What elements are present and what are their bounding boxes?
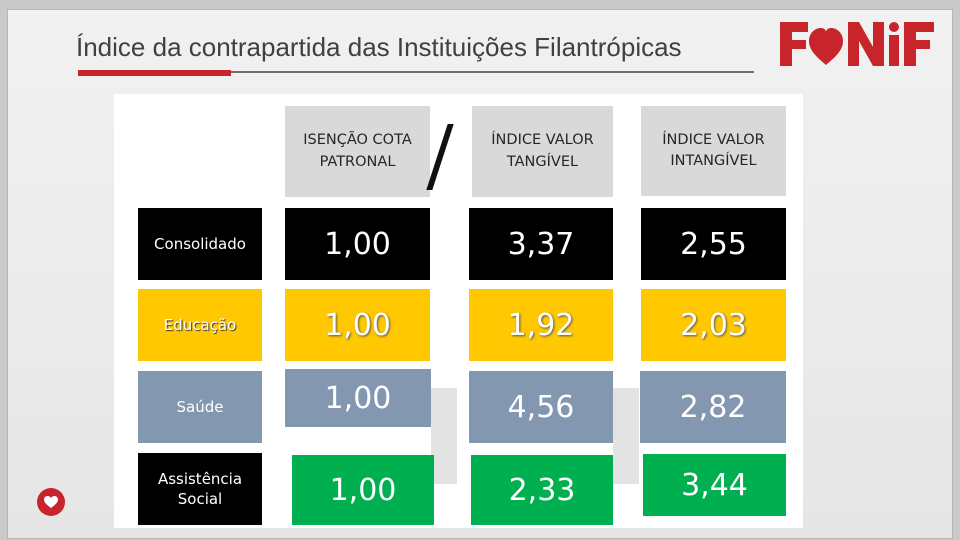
- row-label-saude: Saúde: [138, 371, 262, 443]
- background-shape: [431, 388, 457, 484]
- column-header-tangivel: ÍNDICE VALOR TANGÍVEL: [472, 106, 613, 197]
- cell-assistencia-intangivel: 3,44: [643, 454, 786, 516]
- row-label-assistencia-social: Assistência Social: [138, 453, 262, 525]
- row-label-consolidado: Consolidado: [138, 208, 262, 280]
- cell-assistencia-isencao: 1,00: [292, 455, 434, 525]
- cell-saude-tangivel: 4,56: [469, 371, 613, 443]
- column-header-isencao: ISENÇÃO COTA PATRONAL: [285, 106, 430, 197]
- title-accent-bar: [78, 70, 231, 76]
- cell-assistencia-tangivel: 2,33: [471, 455, 613, 525]
- background-shape: [613, 388, 639, 484]
- fonif-logo: [780, 22, 934, 66]
- cell-consolidado-intangivel: 2,55: [641, 208, 786, 280]
- cell-consolidado-isencao: 1,00: [285, 208, 430, 280]
- slide-title: Índice da contrapartida das Instituições…: [76, 32, 682, 62]
- column-header-intangivel: ÍNDICE VALOR INTANGÍVEL: [641, 106, 786, 196]
- cell-educacao-intangivel: 2,03: [641, 289, 786, 361]
- cell-saude-isencao: 1,00: [285, 369, 431, 427]
- cell-educacao-tangivel: 1,92: [469, 289, 613, 361]
- row-label-educacao: Educação: [138, 289, 262, 361]
- heart-glyph: [44, 496, 58, 508]
- title-underline: [78, 71, 754, 73]
- cell-educacao-isencao: 1,00: [285, 289, 430, 361]
- heart-icon: [37, 488, 65, 516]
- cell-saude-intangivel: 2,82: [640, 371, 786, 443]
- cell-consolidado-tangivel: 3,37: [469, 208, 613, 280]
